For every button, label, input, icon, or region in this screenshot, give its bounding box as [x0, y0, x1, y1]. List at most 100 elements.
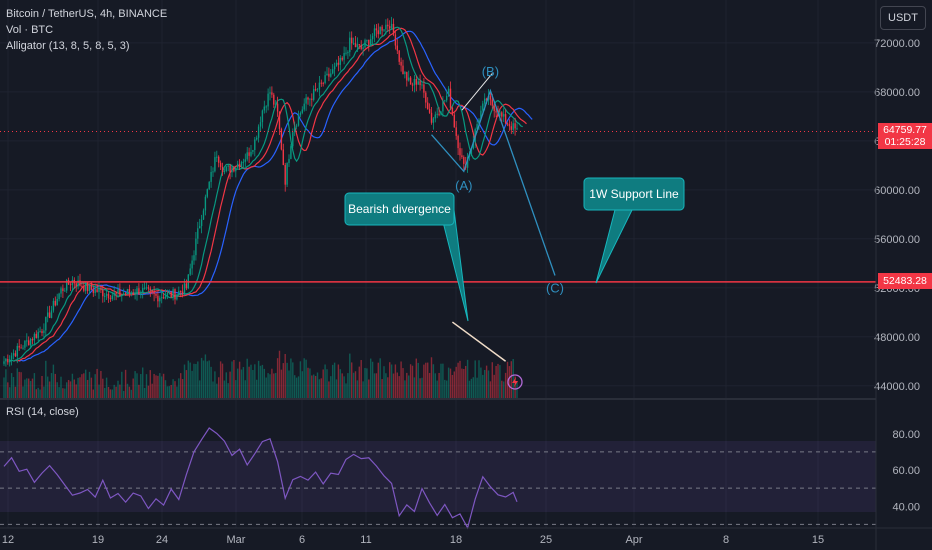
volume-bar	[474, 360, 476, 398]
volume-bar	[246, 358, 248, 398]
candle-body	[318, 82, 321, 90]
volume-bar	[345, 383, 347, 398]
candle-body	[444, 100, 446, 102]
currency-button[interactable]: USDT	[880, 6, 926, 30]
candle-body	[136, 288, 138, 295]
volume-bar	[261, 364, 264, 398]
volume-bar	[288, 370, 290, 398]
volume-bar	[26, 378, 28, 398]
volume-bar	[66, 382, 68, 398]
candle-body	[191, 260, 193, 269]
volume-bar	[358, 366, 360, 398]
candle-body	[313, 89, 315, 100]
volume-bar	[41, 375, 43, 398]
volume-bar	[50, 373, 53, 398]
candle-body	[111, 295, 113, 300]
volume-bar	[77, 377, 79, 398]
candle-body	[480, 110, 482, 120]
candle-body	[244, 159, 246, 162]
candle-body	[508, 124, 511, 127]
candle-body	[39, 331, 41, 333]
candle-body	[216, 156, 218, 158]
time-tick-label: 15	[812, 534, 824, 546]
candle-body	[208, 181, 210, 190]
volume-bar	[482, 374, 484, 398]
candle-body	[199, 226, 201, 229]
candle-body	[447, 88, 450, 96]
volume-bar	[187, 360, 189, 398]
time-tick-label: 19	[92, 534, 104, 546]
candle-body	[392, 23, 395, 35]
candle-body	[37, 331, 39, 338]
support-price-tag: 52483.28	[878, 272, 932, 289]
volume-bar	[136, 373, 138, 398]
time-tick-label: 25	[540, 534, 552, 546]
candle-body	[290, 146, 292, 159]
volume-bar	[390, 364, 393, 398]
candle-body	[472, 142, 474, 149]
candle-body	[491, 99, 493, 106]
candle-body	[299, 112, 302, 116]
volume-bar	[301, 371, 303, 398]
candle-body	[493, 105, 495, 112]
volume-bar	[162, 373, 165, 398]
candle-body	[128, 288, 131, 293]
volume-bar	[153, 373, 155, 398]
volume-bar	[282, 363, 284, 398]
time-tick-label: 18	[450, 534, 462, 546]
candle-body	[147, 287, 150, 289]
symbol-legend[interactable]: Bitcoin / TetherUS, 4h, BINANCE	[6, 8, 168, 20]
candle-body	[210, 171, 212, 182]
volume-bar	[286, 362, 288, 398]
candle-body	[229, 165, 231, 173]
candle-body	[301, 109, 303, 113]
wave-c-label: (C)	[546, 281, 564, 296]
volume-bar	[455, 366, 457, 398]
volume-bar	[14, 386, 17, 398]
volume-bar	[204, 354, 207, 398]
volume-bar	[231, 361, 233, 398]
volume-bar	[510, 361, 512, 398]
candle-body	[60, 288, 62, 294]
rsi-legend[interactable]: RSI (14, close)	[6, 406, 79, 418]
volume-bar	[9, 387, 11, 398]
volume-bar	[297, 376, 300, 398]
volume-bar	[254, 364, 256, 398]
volume-bar	[94, 374, 96, 398]
volume-bar	[145, 374, 148, 398]
candlesticks	[3, 16, 518, 367]
volume-bar	[189, 362, 191, 398]
volume-bar	[373, 373, 376, 398]
volume-legend[interactable]: Vol · BTC	[6, 24, 54, 36]
volume-bar	[273, 373, 275, 398]
candle-body	[421, 84, 423, 86]
candle-body	[52, 300, 55, 311]
candle-body	[303, 103, 305, 110]
volume-bar	[446, 380, 448, 398]
candle-body	[326, 73, 328, 76]
candle-body	[206, 189, 208, 197]
volume-bar	[476, 377, 478, 398]
candle-body	[288, 158, 290, 163]
candle-body	[259, 122, 262, 127]
candle-body	[284, 165, 286, 185]
candle-body	[451, 107, 454, 115]
candle-body	[275, 103, 277, 105]
volume-bar	[360, 360, 362, 398]
candle-body	[419, 81, 421, 86]
alligator-legend[interactable]: Alligator (13, 8, 5, 8, 5, 3)	[6, 40, 130, 52]
volume-bar	[406, 372, 408, 398]
volume-bar	[354, 371, 357, 398]
volume-bar	[212, 381, 214, 398]
volume-bar	[90, 377, 93, 398]
volume-bar	[105, 377, 108, 398]
volume-bar	[428, 372, 431, 398]
candle-body	[409, 77, 412, 85]
volume-bar	[506, 361, 509, 398]
volume-bar	[229, 371, 231, 398]
volume-bar	[69, 381, 72, 398]
volume-bar	[465, 365, 467, 398]
candle-body	[219, 162, 222, 167]
candle-body	[149, 288, 151, 291]
